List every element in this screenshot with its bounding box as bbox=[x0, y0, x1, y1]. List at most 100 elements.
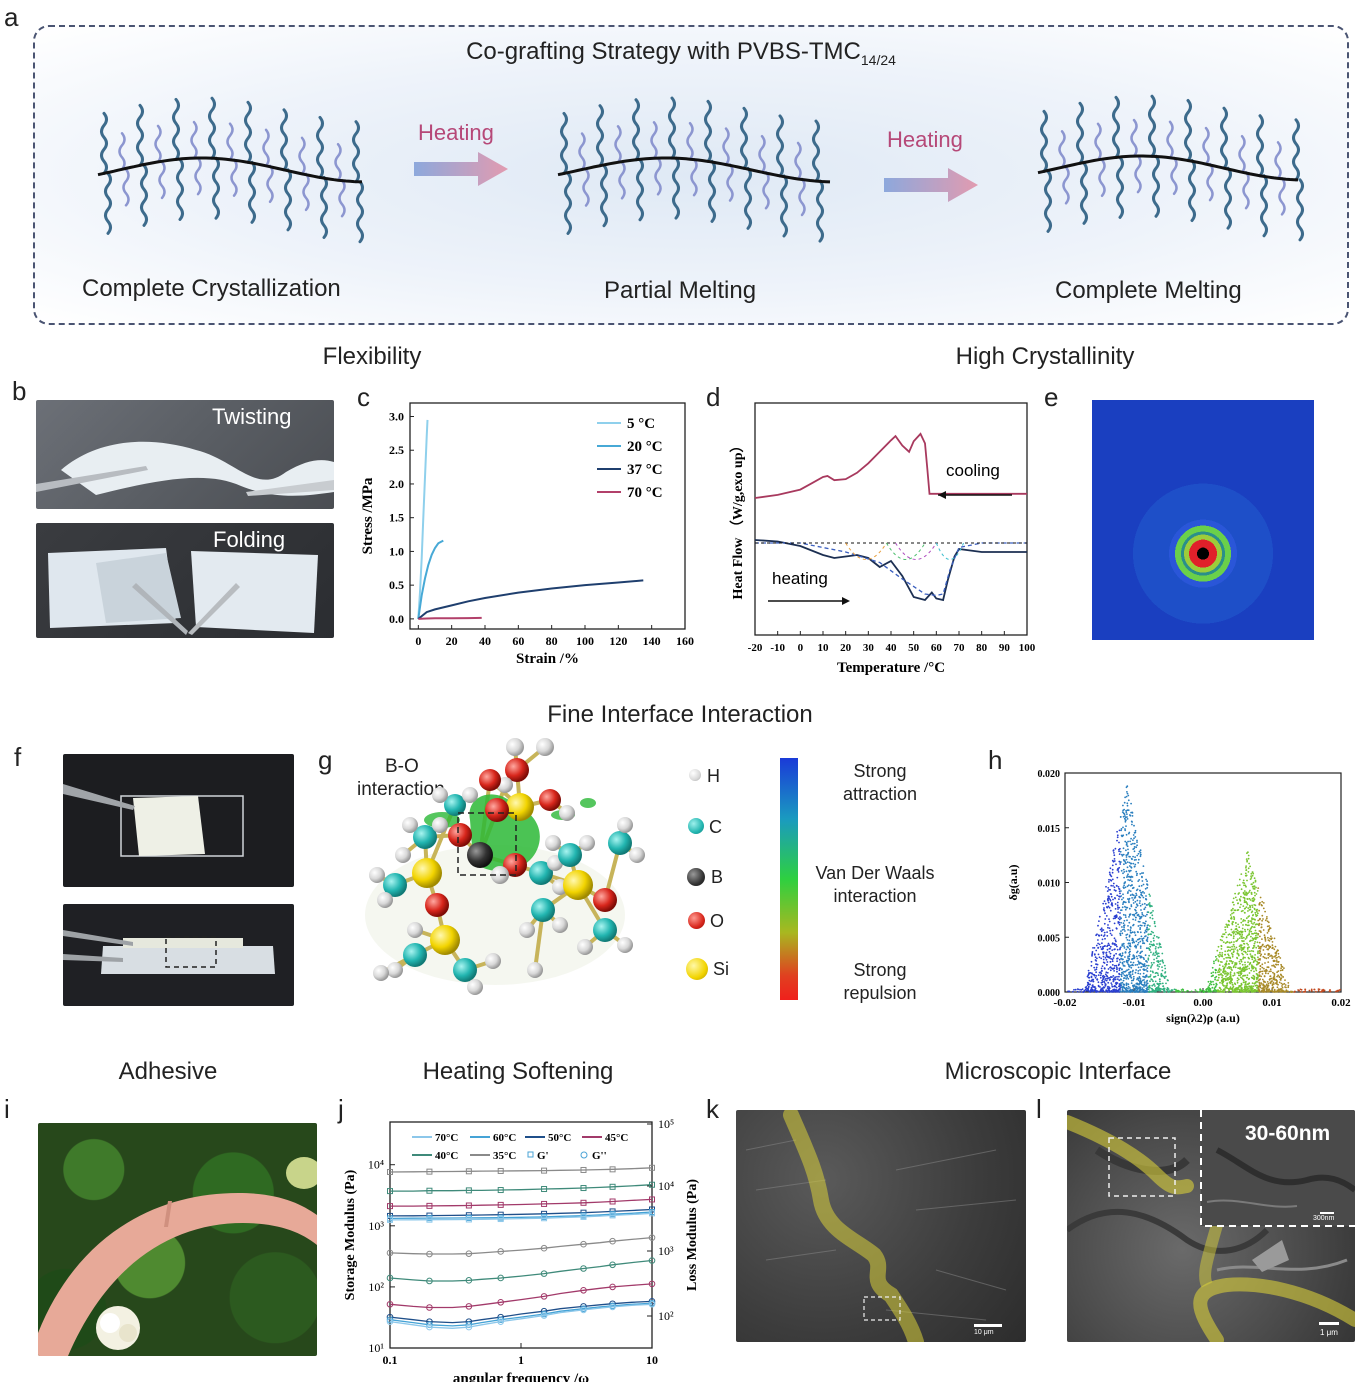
scatter-point bbox=[1281, 966, 1284, 968]
scatter-point bbox=[1245, 875, 1247, 877]
scatter-point bbox=[1125, 936, 1128, 939]
scatter-point bbox=[1090, 986, 1093, 989]
scatter-point bbox=[1132, 855, 1134, 858]
scatter-point bbox=[1260, 923, 1263, 926]
scatter-point bbox=[1154, 985, 1156, 987]
scatter-point bbox=[1246, 974, 1249, 976]
side-chain bbox=[704, 99, 712, 163]
scatter-point bbox=[1119, 892, 1121, 895]
scatter-point bbox=[1240, 895, 1242, 898]
scatter-point bbox=[1221, 976, 1223, 979]
scatter-point bbox=[1244, 983, 1247, 986]
atom bbox=[373, 965, 389, 981]
scatter-point bbox=[1150, 911, 1153, 914]
scatter-point bbox=[1133, 941, 1136, 944]
scatter-point bbox=[1247, 867, 1250, 870]
atom bbox=[403, 943, 427, 967]
scatter-point bbox=[1097, 947, 1099, 949]
scatter-point bbox=[1251, 910, 1254, 913]
series-line bbox=[389, 1211, 653, 1220]
scatter-point bbox=[1155, 946, 1157, 948]
scatter-point bbox=[1105, 979, 1108, 982]
scatter-point bbox=[1230, 979, 1233, 982]
scatter-point bbox=[1146, 936, 1149, 939]
legend-c-swatch bbox=[688, 818, 704, 834]
scatter-point bbox=[1154, 980, 1157, 983]
scatter-point bbox=[1141, 939, 1144, 941]
y-axis-label: δg(a.u) bbox=[1008, 865, 1020, 901]
scatter-point bbox=[1100, 934, 1103, 937]
scatter-point bbox=[1226, 967, 1229, 969]
scatter-point bbox=[1252, 961, 1255, 964]
scatter-point bbox=[1137, 913, 1140, 916]
scatter-point bbox=[1245, 951, 1247, 954]
scatter-point bbox=[1266, 981, 1269, 983]
scatter-point bbox=[1094, 959, 1097, 961]
scatter-point bbox=[1086, 984, 1089, 987]
scatter-point bbox=[1148, 975, 1151, 978]
scatter-point bbox=[1109, 952, 1112, 955]
heading-microscopic: Microscopic Interface bbox=[944, 1058, 1172, 1085]
scatter-point bbox=[1267, 956, 1270, 959]
scatter-point bbox=[1246, 902, 1248, 905]
scatter-point bbox=[1231, 921, 1234, 923]
side-chain bbox=[726, 163, 734, 202]
scatter-point bbox=[1259, 896, 1262, 899]
scatter-point bbox=[1213, 960, 1215, 963]
scatter-point bbox=[1262, 955, 1265, 958]
scatter-point bbox=[1139, 889, 1141, 892]
scatter-point bbox=[1139, 873, 1142, 875]
scatter-point bbox=[1257, 951, 1259, 953]
scatter-point bbox=[1251, 917, 1253, 919]
scatter-point bbox=[1229, 977, 1232, 980]
scatter-point bbox=[1241, 963, 1244, 966]
data-marker bbox=[465, 1187, 472, 1194]
scatter-point bbox=[1139, 973, 1142, 975]
side-chain bbox=[672, 156, 680, 220]
scatter-point bbox=[1114, 939, 1117, 941]
scatter-point bbox=[1104, 918, 1107, 920]
scatter-point bbox=[1140, 909, 1142, 911]
data-marker bbox=[386, 1300, 394, 1308]
scatter-point bbox=[1229, 973, 1232, 976]
side-chain bbox=[1274, 141, 1282, 180]
scatter-point bbox=[1254, 923, 1257, 926]
scatter-point bbox=[1098, 915, 1101, 918]
scatter-point bbox=[1247, 978, 1250, 981]
scatter-point bbox=[1263, 981, 1265, 983]
scatter-point bbox=[1116, 968, 1118, 971]
scatter-point bbox=[1278, 981, 1281, 984]
scatter-point bbox=[1248, 933, 1250, 936]
scatter-point bbox=[1111, 871, 1114, 874]
scatter-point bbox=[1124, 956, 1126, 958]
scatter-point bbox=[1261, 978, 1264, 981]
data-marker bbox=[541, 1186, 548, 1193]
scatter-point bbox=[1106, 955, 1109, 958]
scatter-point bbox=[1211, 966, 1214, 969]
atom bbox=[448, 823, 472, 847]
scatter-point bbox=[1220, 969, 1222, 971]
scatter-point bbox=[1119, 990, 1122, 993]
series-line bbox=[389, 1259, 653, 1282]
scatter-point bbox=[1161, 982, 1164, 985]
scatter-point bbox=[1142, 972, 1145, 975]
scatter-point bbox=[1128, 831, 1131, 834]
side-chain bbox=[122, 168, 130, 207]
scatter-point bbox=[1106, 977, 1109, 980]
scale-mid-line1: Van Der Waals bbox=[815, 863, 935, 883]
scatter-point bbox=[1243, 950, 1245, 953]
scatter-point bbox=[1136, 978, 1138, 981]
scatter-point bbox=[1142, 883, 1145, 886]
x-axis-label: angular frequency /ω bbox=[453, 1371, 589, 1382]
scatter-point bbox=[1245, 936, 1248, 939]
scatter-point bbox=[1083, 989, 1086, 992]
scatter-point bbox=[1252, 950, 1255, 953]
atom bbox=[413, 825, 437, 849]
scatter-point bbox=[1128, 875, 1130, 878]
scatter-point bbox=[1128, 855, 1131, 858]
side-chain bbox=[302, 172, 310, 212]
scatter-point bbox=[1273, 983, 1275, 985]
scatter-point bbox=[1217, 969, 1220, 972]
scatter-point bbox=[1258, 918, 1261, 921]
data-marker bbox=[540, 1293, 548, 1300]
